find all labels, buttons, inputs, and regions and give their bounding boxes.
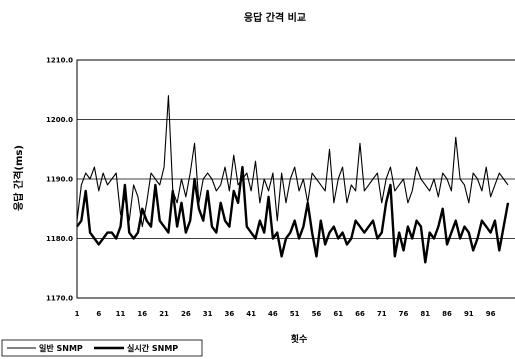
x-tick-label: 91 [464, 310, 474, 318]
x-tick-label: 61 [333, 310, 343, 318]
grid [77, 119, 515, 239]
x-tick-label: 16 [137, 310, 147, 318]
x-tick-label: 6 [96, 310, 101, 318]
x-ticks: 1 6 11 16 21 26 31 36 41 46 51 56 61 66 71 76 81 86 91 96 [75, 310, 496, 318]
x-tick-label: 86 [442, 310, 452, 318]
x-tick-label: 1 [75, 310, 80, 318]
series [76, 95, 510, 264]
x-tick-label: 31 [203, 310, 213, 318]
legend-label-general-snmp: 일반 SNMP [39, 343, 83, 353]
legend: 일반 SNMP 실시간 SNMP [1, 339, 203, 357]
y-tick-label: 1180.0 [46, 235, 73, 243]
x-tick-label: 81 [420, 310, 430, 318]
y-tick-label: 1200.0 [46, 116, 73, 124]
x-tick-label: 21 [159, 310, 169, 318]
y-tick-label: 1170.0 [46, 295, 73, 303]
chart-title: 응답 간격 비교 [244, 11, 306, 24]
x-tick-label: 36 [224, 310, 234, 318]
x-tick-label: 46 [268, 310, 278, 318]
x-tick-label: 66 [355, 310, 365, 318]
y-tick-label: 1210.0 [46, 57, 73, 65]
x-tick-label: 11 [116, 310, 126, 318]
x-tick-label: 41 [246, 310, 256, 318]
x-axis-label: 횟수 [291, 333, 308, 345]
x-tick-label: 56 [312, 310, 322, 318]
y-tick-label: 1190.0 [46, 176, 73, 184]
series-line-general-snmp [76, 95, 509, 228]
y-ticks: 1170.0 1180.0 1190.0 1200.0 1210.0 [46, 57, 73, 303]
x-tick-label: 96 [486, 310, 496, 318]
series-line-realtime-snmp [76, 165, 510, 264]
legend-label-realtime-snmp: 실시간 SNMP [127, 343, 178, 353]
y-axis-label: 응답 간격(ms) [12, 145, 25, 211]
x-tick-label: 76 [399, 310, 409, 318]
plot-area [76, 59, 515, 299]
x-tick-label: 51 [290, 310, 300, 318]
x-tick-label: 26 [181, 310, 191, 318]
x-tick-label: 71 [377, 310, 387, 318]
